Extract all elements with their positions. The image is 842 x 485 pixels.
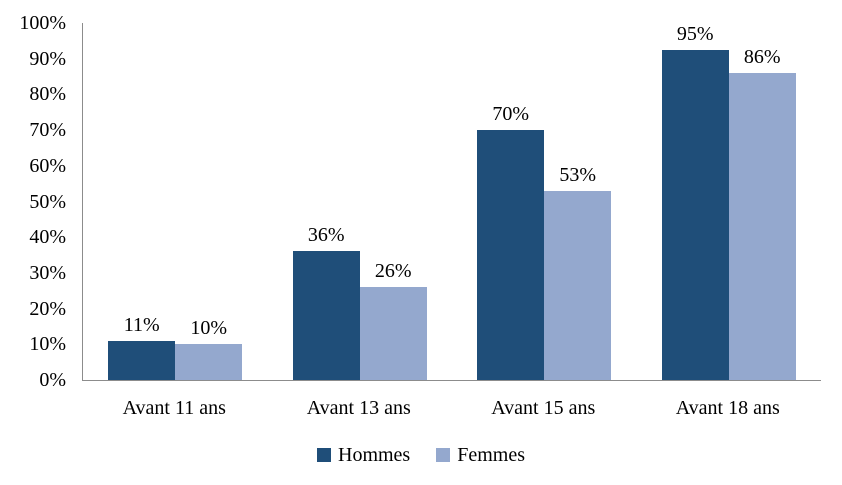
y-tick-label: 70%: [29, 119, 66, 142]
legend-swatch-hommes-icon: [317, 448, 331, 462]
bar-slot: 26%: [359, 23, 427, 380]
y-tick-label: 50%: [29, 190, 66, 213]
bar-slot: 95%: [661, 23, 729, 380]
x-category-label: Avant 18 ans: [675, 397, 780, 419]
bar-group: 36% 26%: [268, 23, 453, 380]
legend-label-femmes: Femmes: [457, 444, 525, 466]
bar-slot: 11%: [108, 23, 176, 380]
x-category-label: Avant 11 ans: [122, 397, 226, 419]
legend-label-hommes: Hommes: [338, 444, 411, 466]
bar-femmes: [359, 287, 427, 380]
bar-group: 11% 10%: [83, 23, 268, 380]
bar-value-label: 70%: [492, 103, 530, 126]
legend-item-hommes: Hommes: [317, 442, 410, 468]
y-tick-label: 80%: [29, 83, 66, 106]
y-tick-label: 0%: [39, 369, 66, 391]
legend-swatch-femmes-icon: [436, 448, 451, 462]
y-tick-label: 40%: [29, 226, 66, 249]
bar-value-label: 53%: [559, 163, 597, 186]
bar-slot: 86%: [728, 23, 796, 380]
bar-value-label: 10%: [190, 317, 228, 340]
bar-slot: 36%: [292, 23, 360, 380]
bar-group: 95% 86%: [637, 23, 822, 380]
legend: Hommes Femmes: [0, 442, 842, 468]
plot-area: 11% 10% 36% 26% 70% 53% 95% 86%: [82, 23, 821, 381]
legend-item-femmes: Femmes: [436, 442, 525, 468]
bar-hommes: [477, 130, 545, 380]
bar-hommes: [661, 50, 729, 380]
bar-group: 70% 53%: [452, 23, 637, 380]
bar-value-label: 11%: [123, 313, 160, 336]
bar-value-label: 95%: [676, 23, 714, 45]
bar-hommes: [108, 340, 176, 380]
bar-slot: 70%: [477, 23, 545, 380]
x-axis: Avant 11 ans Avant 13 ans Avant 15 ans Avan…: [82, 395, 820, 421]
bar-value-label: 36%: [307, 224, 345, 247]
bar-femmes: [728, 72, 796, 380]
x-category-label: Avant 15 ans: [491, 397, 596, 419]
y-tick-label: 90%: [29, 47, 66, 70]
bar-femmes: [544, 190, 612, 380]
y-axis: 0% 10% 20% 30% 40% 50% 60% 70% 80% 90% 100%: [0, 0, 66, 485]
bar-value-label: 26%: [374, 260, 412, 283]
bar-slot: 53%: [544, 23, 612, 380]
bar-slot: 10%: [175, 23, 243, 380]
bar-femmes: [175, 344, 243, 380]
bar-value-label: 86%: [743, 45, 781, 68]
bar-hommes: [292, 251, 360, 380]
y-tick-label: 30%: [29, 261, 66, 284]
y-tick-label: 100%: [19, 12, 66, 34]
y-tick-label: 10%: [29, 333, 66, 356]
x-category-label: Avant 13 ans: [306, 397, 411, 419]
y-tick-label: 20%: [29, 297, 66, 320]
y-tick-label: 60%: [29, 154, 66, 177]
